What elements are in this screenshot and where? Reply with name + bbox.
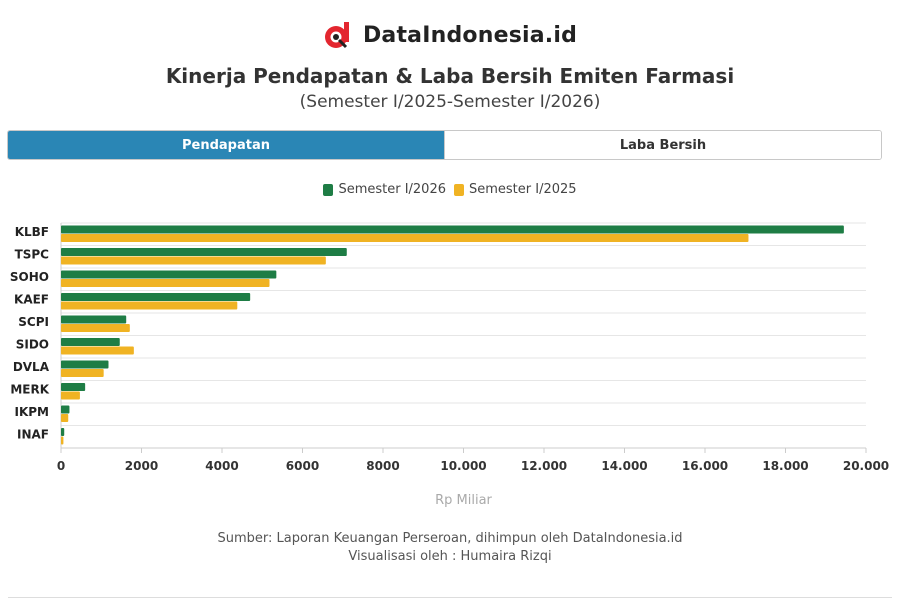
- bar-chart: KLBF TSPC SOHO KAEF SCPI SIDO DVLA MERK IKPM INAF…: [10, 222, 889, 508]
- x-axis-label: Rp Miliar: [435, 493, 492, 508]
- bar-semester-2025: [61, 391, 80, 400]
- x-tick-label: 20.000: [843, 459, 889, 473]
- category-label: DVLA: [13, 360, 50, 374]
- category-label: INAF: [17, 428, 49, 442]
- x-tick-label: 10.000: [440, 459, 486, 473]
- legend-label-2026: Semester I/2026: [338, 182, 446, 197]
- bottom-divider: [8, 597, 892, 598]
- category-label: SCPI: [18, 315, 49, 329]
- credit-text: Visualisasi oleh : Humaira Rizqi: [348, 549, 552, 564]
- tab-bar: Pendapatan Laba Bersih: [7, 130, 882, 160]
- bar-semester-2025: [61, 346, 134, 355]
- bar-semester-2026: [61, 293, 251, 301]
- chart-legend: Semester I/2026 Semester I/2025: [0, 182, 900, 197]
- brand-name: DataIndonesia.id: [362, 22, 578, 48]
- category-label: SIDO: [16, 338, 49, 352]
- category-label: KLBF: [15, 225, 49, 239]
- bar-semester-2026: [61, 225, 844, 234]
- x-tick-label: 4000: [205, 459, 238, 473]
- x-tick-label: 2000: [125, 459, 158, 473]
- legend-swatch-2026: [323, 183, 334, 196]
- bar-semester-2026: [61, 315, 127, 324]
- tab-laba-bersih[interactable]: Laba Bersih: [444, 131, 881, 159]
- bar-semester-2026: [61, 405, 70, 414]
- x-tick-label: 0: [57, 459, 65, 473]
- chart-subtitle: (Semester I/2025-Semester I/2026): [299, 92, 601, 112]
- tab-pendapatan[interactable]: Pendapatan: [8, 131, 444, 159]
- bar-semester-2025: [61, 414, 69, 422]
- x-tick-label: 16.000: [682, 459, 728, 473]
- category-label: SOHO: [10, 270, 49, 284]
- brand-header: DataIndonesia.id: [0, 18, 900, 52]
- bar-semester-2026: [61, 383, 86, 391]
- category-label: KAEF: [14, 293, 49, 307]
- x-tick-label: 6000: [286, 459, 319, 473]
- bar-semester-2025: [61, 256, 326, 265]
- category-label: TSPC: [15, 248, 50, 262]
- source-text: Sumber: Laporan Keuangan Perseroan, dihi…: [217, 531, 683, 546]
- bar-semester-2026: [61, 270, 277, 279]
- source-note: Sumber: Laporan Keuangan Perseroan, dihi…: [0, 530, 900, 566]
- legend-label-2025: Semester I/2025: [469, 182, 577, 197]
- bar-semester-2025: [61, 279, 270, 287]
- x-tick-label: 18.000: [762, 459, 808, 473]
- category-label: MERK: [10, 383, 49, 397]
- legend-item-2026[interactable]: Semester I/2026: [323, 182, 446, 197]
- bar-semester-2026: [61, 360, 109, 369]
- dataindonesia-logo-icon: [324, 22, 349, 49]
- x-tick-label: 12.000: [521, 459, 567, 473]
- bar-semester-2025: [61, 234, 749, 242]
- x-tick-label: 8000: [366, 459, 399, 473]
- bar-semester-2025: [61, 436, 64, 445]
- legend-item-2025[interactable]: Semester I/2025: [454, 182, 577, 197]
- bar-semester-2026: [61, 428, 65, 436]
- category-label: IKPM: [15, 405, 50, 419]
- bar-semester-2025: [61, 301, 238, 310]
- x-tick-label: 14.000: [601, 459, 647, 473]
- bar-semester-2026: [61, 338, 120, 346]
- bar-semester-2026: [61, 248, 347, 256]
- bar-semester-2025: [61, 369, 104, 377]
- legend-swatch-2025: [454, 183, 464, 196]
- chart-title: Kinerja Pendapatan & Laba Bersih Emiten …: [165, 64, 735, 88]
- bar-semester-2025: [61, 324, 130, 332]
